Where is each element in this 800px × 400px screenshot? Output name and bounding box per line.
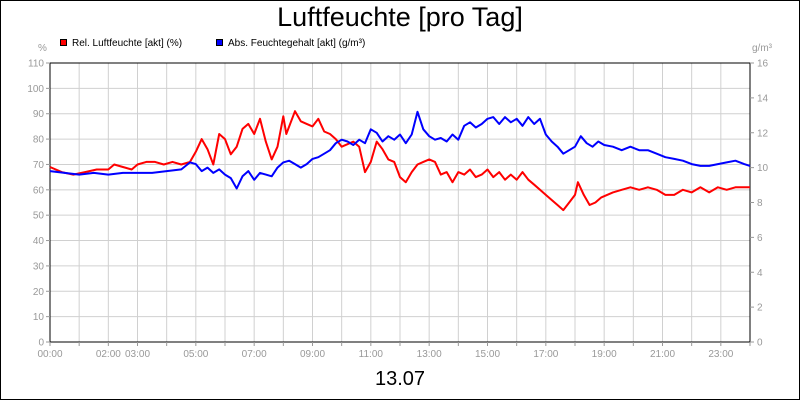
x-axis-tick-label: 05:00 (183, 349, 208, 360)
right-axis-tick-label: 4 (757, 268, 763, 279)
x-axis-tick-label: 17:00 (533, 349, 558, 360)
legend-label-abs-humidity: Abs. Feuchtegehalt [akt] (g/m³) (228, 38, 366, 49)
x-axis-tick-label: 11:00 (359, 349, 384, 360)
chart-date-label: 13.07 (374, 368, 426, 390)
legend-label-rel-humidity: Rel. Luftfeuchte [akt] (%) (72, 38, 183, 49)
x-axis-tick-label: 23:00 (708, 349, 733, 360)
right-axis-tick-label: 8 (757, 198, 763, 209)
right-axis-tick-label: 2 (757, 303, 763, 314)
left-axis-tick-label: 0 (38, 338, 44, 349)
left-axis-tick-label: 40 (33, 236, 45, 247)
x-axis-tick-label: 03:00 (125, 349, 150, 360)
x-axis-tick-label: 13:00 (417, 349, 442, 360)
right-axis-tick-label: 0 (757, 338, 763, 349)
x-axis-tick-label: 00:00 (37, 349, 62, 360)
chart-title: Luftfeuchte [pro Tag] (277, 2, 523, 32)
right-axis-tick-label: 12 (757, 128, 769, 139)
right-axis-tick-label: 6 (757, 233, 763, 244)
left-axis-tick-label: 10 (33, 312, 45, 323)
left-axis-unit: % (38, 43, 47, 54)
left-axis-tick-label: 50 (33, 211, 45, 222)
left-axis-tick-label: 60 (33, 185, 45, 196)
x-axis-tick-label: 21:00 (650, 349, 675, 360)
left-axis-tick-label: 70 (33, 160, 45, 171)
legend-item-rel-humidity: Rel. Luftfeuchte [akt] (%) (60, 38, 182, 49)
right-axis-tick-label: 10 (757, 163, 769, 174)
right-axis-tick-label: 16 (757, 59, 769, 70)
right-axis-unit: g/m³ (752, 43, 772, 54)
series-line-rel-humidity (49, 110, 750, 212)
x-axis-tick-label: 15:00 (475, 349, 500, 360)
left-axis-tick-label: 110 (28, 59, 44, 70)
left-axis-tick-label: 90 (33, 109, 45, 120)
left-axis-tick-label: 30 (33, 261, 45, 272)
x-axis-tick-label: 09:00 (300, 349, 325, 360)
legend-item-abs-humidity: Abs. Feuchtegehalt [akt] (g/m³) (216, 38, 365, 49)
legend-swatch-blue-icon (216, 39, 223, 46)
x-axis-tick-label: 02:00 (96, 349, 121, 360)
legend-swatch-red-icon (60, 39, 67, 46)
x-axis-tick-label: 07:00 (242, 349, 267, 360)
left-axis-tick-label: 80 (33, 135, 45, 146)
series-line-abs-humidity (49, 110, 751, 190)
left-axis-tick-label: 100 (27, 84, 44, 95)
left-axis-tick-label: 20 (33, 287, 45, 298)
x-axis-tick-label: 19:00 (592, 349, 617, 360)
right-axis-tick-label: 14 (757, 93, 769, 104)
